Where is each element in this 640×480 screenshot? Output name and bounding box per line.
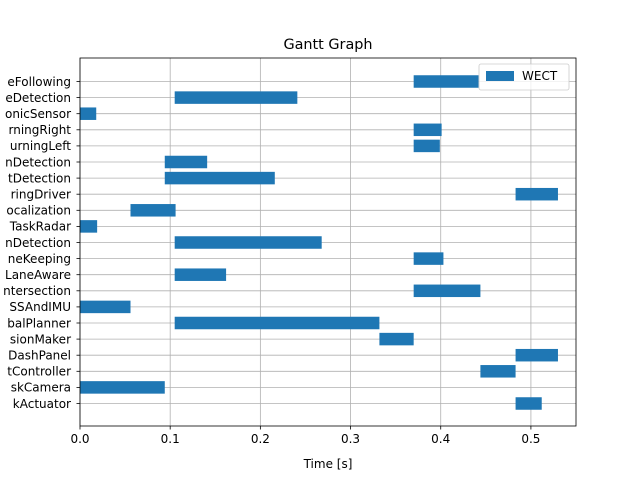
x-tick-label: 0.2 bbox=[251, 432, 270, 446]
y-tick-label: ringDriver bbox=[11, 188, 71, 202]
x-axis-ticks: 0.0 0.1 0.2 0.3 0.4 0.5 bbox=[70, 426, 540, 446]
x-tick-label: 0.4 bbox=[431, 432, 450, 446]
y-tick-label: kActuator bbox=[13, 397, 71, 411]
gantt-bar bbox=[164, 171, 275, 185]
gantt-bar bbox=[80, 300, 131, 314]
y-tick-label: eDetection bbox=[5, 91, 71, 105]
gantt-bar bbox=[413, 75, 479, 88]
y-tick-label: balPlanner bbox=[7, 316, 71, 330]
gantt-bar bbox=[80, 220, 98, 233]
gantt-bar bbox=[413, 139, 440, 153]
y-axis-ticks: eFollowing eDetection onicSensor rningRight… bbox=[3, 75, 80, 411]
gantt-bar bbox=[80, 107, 97, 120]
y-tick-label: tController bbox=[7, 365, 71, 379]
x-tick-label: 0.0 bbox=[70, 432, 89, 446]
gantt-bar bbox=[164, 155, 208, 169]
x-tick-label: 0.5 bbox=[521, 432, 540, 446]
y-tick-label: tDetection bbox=[8, 171, 71, 185]
gantt-bar bbox=[413, 284, 481, 298]
gantt-bar bbox=[413, 252, 444, 265]
y-tick-label: onicSensor bbox=[5, 107, 71, 121]
y-tick-label: rningRight bbox=[9, 123, 72, 137]
y-tick-label: SSAndIMU bbox=[9, 300, 71, 314]
gantt-bar bbox=[480, 365, 516, 378]
legend-swatch bbox=[486, 71, 514, 81]
gantt-bar bbox=[413, 123, 442, 137]
chart-title: Gantt Graph bbox=[283, 37, 372, 53]
gantt-bar bbox=[174, 268, 227, 281]
y-tick-label: skCamera bbox=[11, 381, 71, 395]
gantt-bar bbox=[174, 236, 322, 249]
y-tick-label: neKeeping bbox=[8, 252, 71, 266]
y-tick-label: eFollowing bbox=[7, 75, 71, 89]
legend-label: WECT bbox=[522, 69, 558, 83]
y-tick-label: sionMaker bbox=[10, 332, 71, 346]
y-tick-label: TaskRadar bbox=[9, 220, 71, 234]
gantt-bar bbox=[174, 91, 298, 104]
gantt-bar bbox=[515, 348, 558, 362]
gantt-bar bbox=[379, 332, 414, 346]
axes-frame bbox=[79, 57, 577, 427]
legend-box bbox=[478, 63, 570, 91]
x-tick-label: 0.1 bbox=[161, 432, 180, 446]
y-tick-label: LaneAware bbox=[5, 268, 71, 282]
y-tick-label: nDetection bbox=[5, 155, 71, 169]
y-tick-label: nDetection bbox=[5, 236, 71, 250]
x-tick-label: 0.3 bbox=[341, 432, 360, 446]
y-tick-label: ocalization bbox=[6, 204, 71, 218]
y-tick-label: ntersection bbox=[3, 284, 71, 298]
bars-group bbox=[80, 75, 558, 410]
gantt-bar bbox=[80, 381, 165, 394]
x-axis-label: Time [s] bbox=[303, 457, 353, 471]
legend: WECT bbox=[478, 63, 570, 91]
gantt-bar bbox=[130, 204, 176, 217]
y-tick-label: urningLeft bbox=[10, 139, 71, 153]
y-tick-label: DashPanel bbox=[8, 349, 71, 363]
gantt-bar bbox=[515, 397, 542, 410]
gantt-bar bbox=[515, 187, 558, 201]
gantt-bar bbox=[174, 316, 380, 330]
